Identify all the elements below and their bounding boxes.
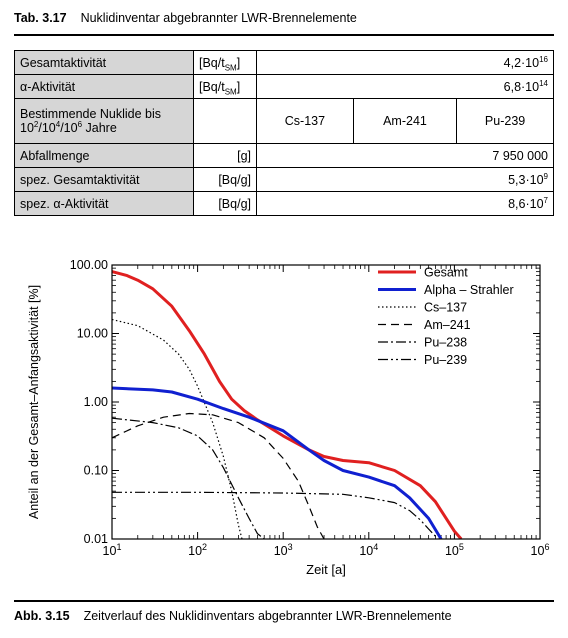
figure-number: Abb. 3.15 <box>14 609 70 623</box>
row-value: 5,3·109 <box>256 167 554 192</box>
series-line-pu-238 <box>112 417 265 539</box>
y-tick-label: 10.00 <box>77 327 108 341</box>
table-row: Abfallmenge [g] 7 950 000 <box>14 143 554 168</box>
x-tick-label: 103 <box>274 542 293 558</box>
legend-label: Pu–238 <box>424 336 467 350</box>
series-line-pu-239 <box>112 491 439 539</box>
table-row: spez. α-Aktivität [Bq/g] 8,6·107 <box>14 191 554 216</box>
legend-label: Cs–137 <box>424 301 467 315</box>
nuclide-inventory-table: Gesamtaktivität [Bq/tSM] 4,2·1016 α-Akti… <box>14 50 554 216</box>
row-label: α-Aktivität <box>14 74 194 99</box>
row-label: spez. α-Aktivität <box>14 191 194 216</box>
y-axis-label: Anteil an der Gesamt–Anfangsaktivität [%… <box>27 285 41 519</box>
table-row: spez. Gesamtaktivität [Bq/g] 5,3·109 <box>14 167 554 192</box>
row-unit: [g] <box>193 143 257 168</box>
table-title: Nuklidinventar abgebrannter LWR-Brennele… <box>80 11 357 25</box>
row-unit: [Bq/g] <box>193 191 257 216</box>
plot-frame <box>111 264 541 540</box>
series-line-am-241 <box>112 412 325 539</box>
row-unit: [Bq/g] <box>193 167 257 192</box>
legend-label: Am–241 <box>424 318 471 332</box>
x-axis-label: Zeit [a] <box>306 562 346 577</box>
x-tick-label: 101 <box>103 542 122 558</box>
figure-caption: Abb. 3.15 Zeitverlauf des Nuklidinventars… <box>14 609 452 623</box>
row-label: spez. Gesamtaktivität <box>14 167 194 192</box>
row-unit: [Bq/tSM] <box>193 50 257 75</box>
legend-label: Alpha – Strahler <box>424 283 514 297</box>
row-value: 7 950 000 <box>256 143 554 168</box>
y-tick-label: 1.00 <box>84 395 108 409</box>
row-label: Abfallmenge <box>14 143 194 168</box>
legend-label: Gesamt <box>424 266 468 280</box>
nuclide-cell: Pu-239 <box>456 98 554 144</box>
x-tick-label: 105 <box>445 542 464 558</box>
series-line-alpha-strahler <box>112 386 443 539</box>
row-unit <box>193 98 257 144</box>
nuclide-cell: Am-241 <box>352 98 458 144</box>
table-row: Bestimmende Nuklide bis 102/104/106 Jahr… <box>14 98 554 144</box>
row-value: 4,2·1016 <box>256 50 554 75</box>
caption-rule <box>14 34 554 36</box>
row-value: 8,6·107 <box>256 191 554 216</box>
row-value: 6,8·1014 <box>256 74 554 99</box>
row-label: Bestimmende Nuklide bis 102/104/106 Jahr… <box>14 98 194 144</box>
table-caption: Tab. 3.17 Nuklidinventar abgebrannter LWR… <box>14 11 357 25</box>
series-line-cs-137 <box>112 318 243 539</box>
figure-rule <box>14 600 554 602</box>
row-unit: [Bq/tSM] <box>193 74 257 99</box>
table-row: α-Aktivität [Bq/tSM] 6,8·1014 <box>14 74 554 99</box>
x-tick-label: 106 <box>531 542 550 558</box>
x-tick-label: 104 <box>359 542 378 558</box>
y-tick-label: 0.01 <box>84 532 108 546</box>
legend-label: Pu–239 <box>424 353 467 367</box>
y-tick-label: 0.10 <box>84 464 108 478</box>
table-row: Gesamtaktivität [Bq/tSM] 4,2·1016 <box>14 50 554 75</box>
figure-title: Zeitverlauf des Nuklidinventars abgebran… <box>83 609 452 623</box>
row-label: Gesamtaktivität <box>14 50 194 75</box>
y-tick-label: 100.00 <box>70 258 108 272</box>
nuclide-cell: Cs-137 <box>256 98 354 144</box>
table-number: Tab. 3.17 <box>14 11 67 25</box>
x-tick-label: 102 <box>188 542 207 558</box>
decay-chart: 101 102 103 104 105 106 100.00 10.00 1.00 0.10 0.0… <box>27 258 550 577</box>
